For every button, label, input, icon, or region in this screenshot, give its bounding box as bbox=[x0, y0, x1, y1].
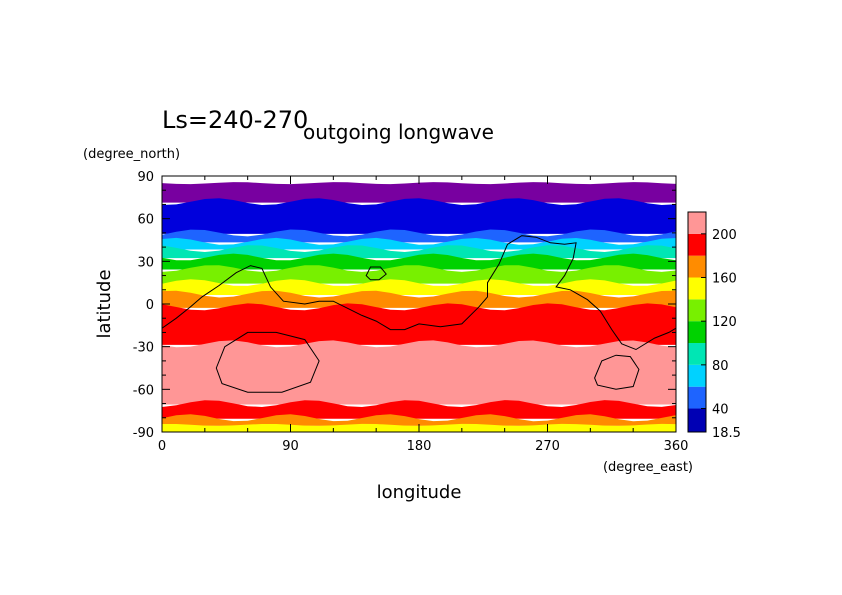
colorbar-swatch bbox=[688, 321, 706, 344]
band-20-40 bbox=[162, 198, 676, 234]
chart-title: outgoing longwave bbox=[303, 120, 494, 144]
colorbar-swatch bbox=[688, 277, 706, 300]
colorbar-tick-label: 80 bbox=[712, 359, 729, 374]
y-tick-label: 0 bbox=[146, 298, 154, 313]
x-tick-label: 90 bbox=[282, 439, 299, 454]
colorbar-swatch bbox=[688, 408, 706, 432]
colorbar-swatch bbox=[688, 299, 706, 322]
colorbar-swatch bbox=[688, 343, 706, 365]
band-polar_north bbox=[162, 182, 676, 203]
band-80-100 bbox=[162, 245, 676, 259]
topography-contours bbox=[162, 235, 676, 393]
x-units-label: (degree_east) bbox=[603, 460, 693, 475]
band-180-200 bbox=[162, 400, 676, 419]
hellas-contour bbox=[215, 331, 320, 393]
colorbar-swatch bbox=[688, 386, 706, 409]
y-axis: 90 60 30 0 -30 -60 -90 bbox=[133, 170, 676, 441]
y-tick-label: 90 bbox=[137, 170, 154, 185]
band-140-160 bbox=[162, 279, 676, 296]
colorbar-swatch bbox=[688, 233, 706, 256]
colorbar-swatch bbox=[688, 212, 706, 234]
small-north-contour bbox=[365, 266, 387, 281]
band-120-140 bbox=[162, 265, 676, 284]
y-tick-label: -90 bbox=[133, 426, 154, 441]
colorbar-tick-label: 18.5 bbox=[712, 426, 741, 441]
y-axis-label: latitude bbox=[94, 269, 115, 338]
band-40-60 bbox=[162, 229, 676, 243]
x-tick-label: 0 bbox=[158, 439, 166, 454]
y-tick-label: -60 bbox=[133, 383, 154, 398]
y-units-label: (degree_north) bbox=[83, 147, 180, 162]
band-160-180 bbox=[162, 414, 676, 426]
x-tick-label: 270 bbox=[535, 439, 560, 454]
period-label: Ls=240-270 bbox=[162, 106, 308, 134]
x-tick-label: 360 bbox=[664, 439, 689, 454]
colorbar-tick-label: 120 bbox=[712, 315, 737, 330]
band-200-220 bbox=[162, 340, 676, 405]
x-axis: 0 90 180 270 360 bbox=[158, 176, 689, 454]
colorbar-tick-label: 160 bbox=[712, 272, 737, 287]
colorbar: 18.5 40 80 120 160 200 bbox=[687, 211, 741, 441]
colorbar-tick-label: 40 bbox=[712, 403, 729, 418]
colorbar-swatch bbox=[688, 255, 706, 278]
tharsis-elysium-contour bbox=[162, 235, 676, 351]
colorbar-swatch bbox=[688, 364, 706, 387]
x-tick-label: 180 bbox=[407, 439, 432, 454]
x-axis-label: longitude bbox=[377, 482, 462, 503]
colorbar-frame bbox=[687, 211, 707, 433]
field-bands bbox=[162, 176, 676, 432]
argyre-contour bbox=[594, 354, 640, 390]
colorbar-tick-label: 200 bbox=[712, 228, 737, 243]
y-tick-label: 30 bbox=[137, 255, 154, 270]
y-tick-label: 60 bbox=[137, 213, 154, 228]
band-100-120 bbox=[162, 253, 676, 270]
y-tick-label: -30 bbox=[133, 341, 154, 356]
